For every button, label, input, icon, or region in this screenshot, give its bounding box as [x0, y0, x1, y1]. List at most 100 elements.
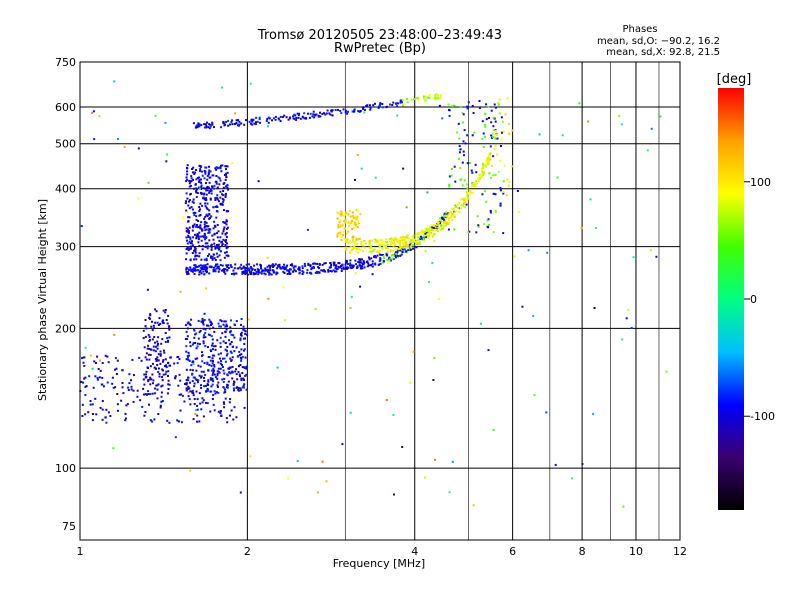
data-point	[191, 168, 194, 170]
data-point	[202, 370, 205, 373]
data-point	[226, 325, 229, 328]
data-point	[329, 266, 332, 269]
data-point	[226, 165, 229, 168]
data-point	[201, 321, 204, 323]
data-point	[227, 267, 230, 269]
data-point	[148, 316, 151, 319]
data-point	[422, 95, 425, 98]
data-point	[263, 272, 266, 275]
data-point	[490, 109, 493, 112]
data-point	[197, 237, 200, 240]
data-point	[224, 331, 227, 333]
data-point	[379, 102, 382, 105]
data-point	[161, 376, 163, 379]
data-point	[203, 319, 206, 321]
data-point	[502, 180, 505, 183]
data-point	[215, 267, 218, 270]
data-point	[223, 406, 226, 409]
data-point	[416, 233, 419, 236]
data-point	[463, 154, 465, 157]
data-point	[471, 171, 474, 174]
data-point	[335, 270, 338, 273]
data-point	[220, 126, 222, 129]
data-point	[388, 256, 391, 259]
data-point	[237, 370, 240, 373]
data-point	[325, 112, 328, 115]
data-point	[202, 236, 205, 239]
data-point	[160, 391, 163, 394]
data-point	[342, 266, 345, 269]
data-point	[394, 239, 397, 241]
data-point	[207, 356, 210, 358]
data-point	[166, 392, 169, 395]
data-point	[239, 389, 242, 392]
data-point	[268, 271, 270, 274]
data-point	[217, 176, 220, 179]
data-point	[187, 234, 190, 237]
data-point	[450, 214, 453, 217]
data-point	[481, 175, 484, 178]
data-point	[89, 354, 92, 357]
data-point	[347, 263, 350, 265]
data-point	[241, 271, 244, 274]
data-point	[460, 198, 463, 201]
data-point	[225, 354, 228, 357]
data-point	[214, 265, 217, 268]
data-point	[354, 178, 356, 181]
data-point	[92, 386, 95, 389]
data-point	[352, 216, 355, 219]
data-point	[221, 243, 224, 246]
data-point	[269, 269, 272, 272]
data-point	[224, 179, 227, 181]
data-point	[363, 240, 366, 243]
data-point	[231, 162, 234, 165]
data-point	[488, 117, 490, 119]
data-point	[201, 360, 204, 363]
data-point	[155, 345, 157, 348]
data-point	[218, 357, 221, 360]
data-point	[209, 390, 212, 393]
data-point	[218, 177, 221, 180]
data-point	[445, 217, 447, 220]
data-point	[474, 185, 477, 188]
data-point	[449, 211, 452, 214]
data-point	[448, 221, 450, 224]
data-point	[207, 379, 210, 382]
data-point	[190, 268, 193, 271]
data-point	[223, 124, 226, 127]
data-point	[162, 309, 165, 312]
data-point	[435, 228, 438, 231]
x-tick-label: 8	[579, 545, 586, 558]
data-point	[424, 233, 427, 235]
data-point	[410, 98, 413, 101]
data-point	[216, 265, 219, 268]
data-point	[276, 267, 279, 270]
data-point	[422, 237, 425, 240]
data-point	[368, 264, 370, 267]
data-point	[214, 348, 217, 351]
data-point	[211, 342, 214, 345]
data-point	[339, 210, 342, 213]
data-point	[221, 378, 224, 381]
data-point	[235, 386, 238, 389]
data-point	[208, 123, 211, 126]
data-point	[217, 247, 220, 250]
data-point	[384, 241, 387, 244]
data-point	[655, 255, 658, 258]
data-point	[214, 259, 217, 261]
data-point	[210, 321, 213, 324]
data-point	[117, 409, 119, 412]
data-point	[152, 379, 155, 382]
data-point	[217, 353, 220, 356]
data-point	[97, 368, 100, 370]
data-point	[151, 320, 153, 323]
data-point	[477, 180, 480, 182]
data-point	[346, 212, 349, 215]
data-point	[448, 212, 451, 215]
data-point	[128, 382, 131, 385]
data-point	[207, 232, 210, 234]
data-point	[350, 249, 353, 252]
data-point	[143, 414, 146, 417]
data-point	[202, 336, 205, 339]
data-point	[369, 239, 371, 242]
